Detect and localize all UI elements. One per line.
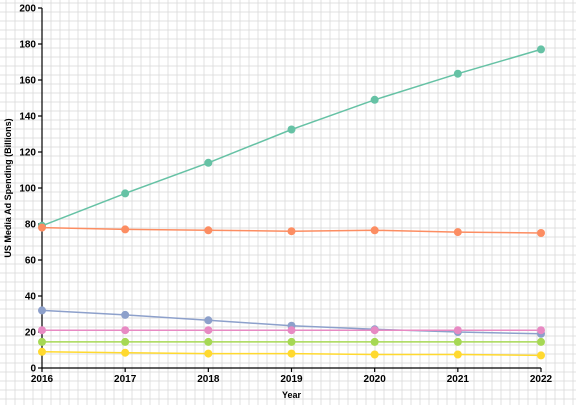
data-point <box>537 326 545 335</box>
y-tick-label: 80 <box>25 220 37 231</box>
data-point <box>537 45 545 54</box>
x-tick-label: 2022 <box>530 374 553 385</box>
data-point <box>287 337 296 346</box>
data-point <box>287 125 296 134</box>
data-point <box>537 337 545 346</box>
y-tick-label: 60 <box>25 256 37 267</box>
data-point <box>121 337 130 346</box>
data-point <box>453 350 462 359</box>
data-point <box>121 348 130 357</box>
x-tick-label: 2017 <box>114 374 137 385</box>
data-point <box>121 225 130 234</box>
y-axis-title: US Media Ad Spending (Billions) <box>3 118 13 257</box>
data-point <box>453 69 462 78</box>
x-tick-label: 2021 <box>447 374 470 385</box>
x-tick-label: 2016 <box>31 374 54 385</box>
y-tick-label: 120 <box>19 148 36 159</box>
data-point <box>537 229 545 237</box>
data-point <box>204 226 213 235</box>
data-point <box>204 326 213 335</box>
data-point <box>38 306 46 315</box>
data-point <box>287 326 296 335</box>
chart-axes: 0 20 40 60 80 100 120 140 160 180 200 2016 2017 2018 2… <box>19 4 552 386</box>
series-4 <box>38 326 545 335</box>
y-tick-label: 100 <box>19 184 36 195</box>
data-point <box>121 189 130 198</box>
data-point <box>370 326 379 335</box>
data-point <box>453 228 462 237</box>
data-point <box>121 310 130 319</box>
series-5 <box>38 337 545 346</box>
data-point <box>453 337 462 346</box>
series-2 <box>38 223 545 237</box>
data-point <box>204 158 213 167</box>
data-point <box>38 337 46 346</box>
x-tick-label: 2020 <box>364 374 387 385</box>
data-point <box>537 351 545 360</box>
y-tick-label: 40 <box>25 292 37 303</box>
data-point <box>204 349 213 358</box>
data-point <box>38 326 46 335</box>
data-point <box>370 226 379 235</box>
y-tick-label: 20 <box>25 328 37 339</box>
y-tick-label: 160 <box>19 76 36 87</box>
y-tick-label: 200 <box>19 4 36 15</box>
x-tick-label: 2018 <box>197 374 220 385</box>
data-point <box>38 223 46 232</box>
data-point <box>204 337 213 346</box>
data-point <box>204 316 213 325</box>
y-tick-label: 180 <box>19 40 36 51</box>
data-point <box>287 227 296 236</box>
y-tick-label: 0 <box>30 364 36 375</box>
data-point <box>38 347 46 356</box>
data-point <box>370 95 379 104</box>
data-point <box>453 326 462 335</box>
data-point <box>287 349 296 358</box>
y-tick-label: 140 <box>19 112 36 123</box>
data-point <box>370 337 379 346</box>
data-point <box>370 350 379 359</box>
x-axis-title: Year <box>282 390 302 400</box>
x-tick-label: 2019 <box>280 374 303 385</box>
series-6 <box>38 347 545 360</box>
chart-series <box>38 45 545 360</box>
data-point <box>121 326 130 335</box>
